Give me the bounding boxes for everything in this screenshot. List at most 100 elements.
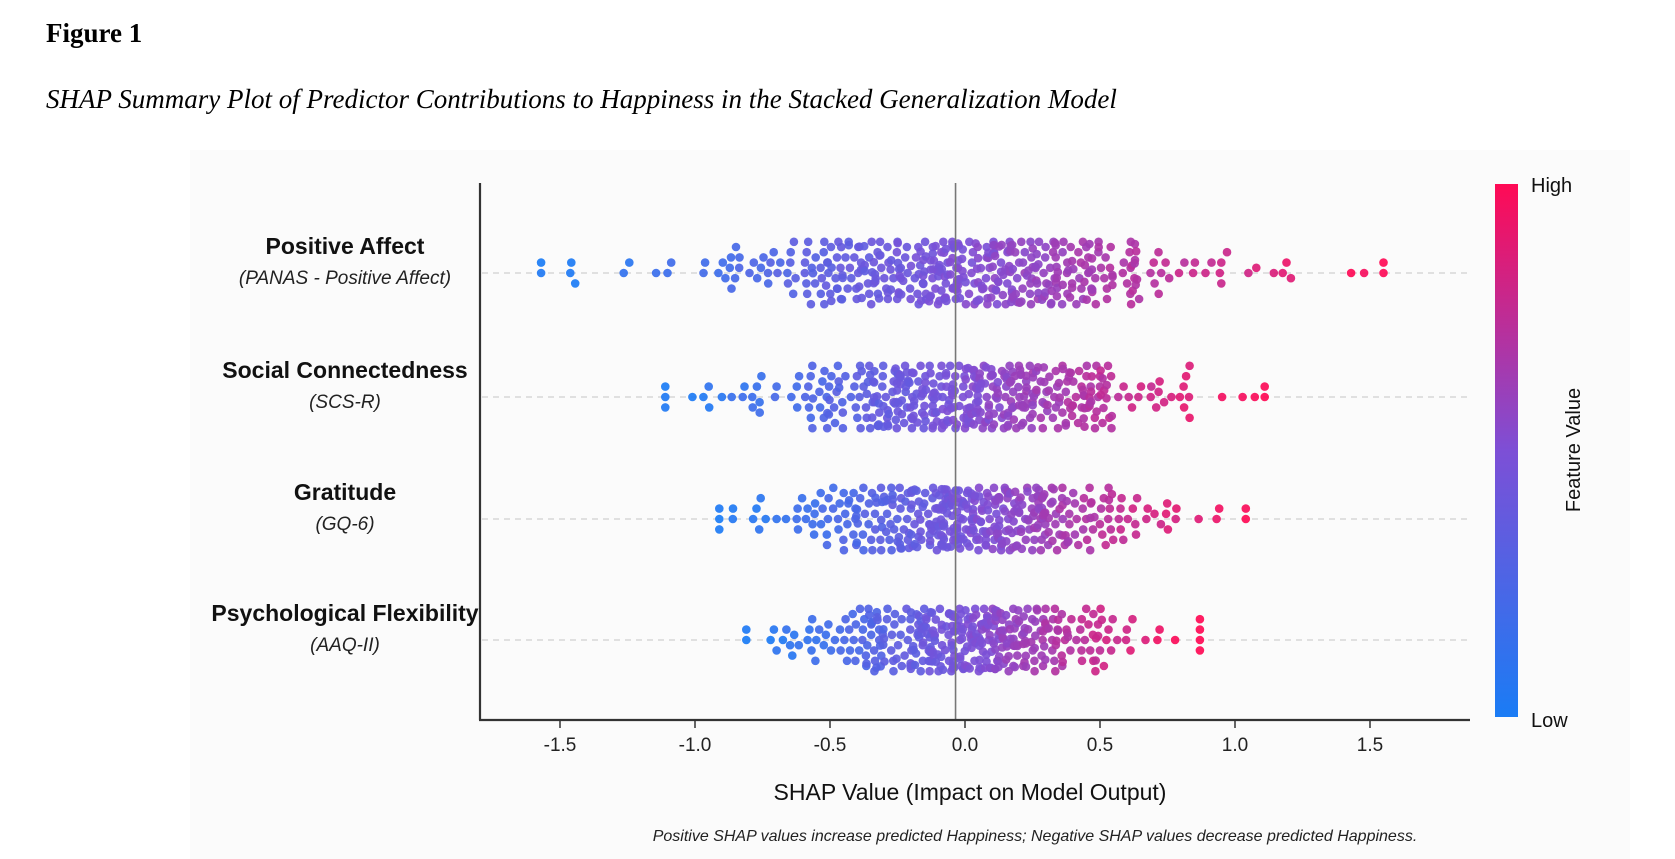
- shap-point: [748, 514, 758, 524]
- shap-point: [838, 273, 847, 283]
- shap-point: [1080, 260, 1090, 270]
- shap-point: [1151, 403, 1161, 412]
- shap-point: [940, 645, 950, 655]
- shap-point: [1085, 646, 1095, 655]
- shap-point: [864, 499, 874, 508]
- shap-point: [1156, 519, 1166, 529]
- shap-point: [803, 635, 812, 645]
- shap-point: [1096, 263, 1106, 273]
- shap-point: [1074, 366, 1084, 376]
- shap-point: [772, 646, 781, 655]
- shap-point: [921, 416, 930, 426]
- shap-point: [1003, 420, 1013, 430]
- shap-point: [991, 645, 1000, 654]
- shap-point: [939, 237, 948, 247]
- shap-point: [961, 277, 970, 287]
- shap-point: [1379, 258, 1388, 267]
- colorbar-low-label: Low: [1531, 710, 1568, 732]
- shap-point: [1124, 392, 1133, 402]
- shap-point: [838, 423, 848, 433]
- shap-point: [995, 515, 1004, 525]
- shap-point: [995, 403, 1004, 412]
- shap-point: [754, 525, 764, 534]
- shap-point: [849, 488, 858, 498]
- shap-point: [957, 634, 967, 643]
- shap-point: [785, 640, 795, 650]
- shap-point: [1091, 273, 1100, 283]
- shap-point: [952, 420, 962, 429]
- shap-point: [979, 604, 989, 614]
- shap-point: [1032, 606, 1042, 615]
- shap-point: [625, 258, 634, 267]
- shap-point: [1030, 643, 1039, 653]
- shap-point: [778, 635, 788, 645]
- shap-point: [965, 664, 974, 673]
- shap-point: [857, 293, 866, 303]
- shap-point: [1179, 403, 1189, 412]
- shap-point: [887, 630, 897, 640]
- shap-point: [725, 263, 735, 273]
- shap-point: [1080, 422, 1089, 432]
- shap-point: [992, 299, 1002, 309]
- shap-point: [911, 253, 921, 262]
- shap-point: [816, 289, 826, 299]
- shap-point: [1095, 519, 1105, 529]
- shap-point: [909, 396, 919, 406]
- shap-point: [1036, 413, 1046, 423]
- shap-point: [891, 415, 901, 425]
- shap-point: [1085, 239, 1094, 249]
- shap-point: [1179, 382, 1188, 391]
- shap-point: [935, 371, 944, 381]
- shap-point: [925, 361, 934, 371]
- shap-point: [836, 263, 845, 273]
- shap-point: [857, 366, 866, 376]
- shap-point: [1008, 264, 1018, 274]
- shap-point: [916, 361, 925, 371]
- shap-point: [1180, 258, 1189, 267]
- shap-point: [974, 483, 984, 493]
- shap-point: [860, 266, 869, 276]
- shap-point: [894, 532, 904, 542]
- shap-point: [848, 609, 857, 619]
- shap-point: [892, 386, 902, 395]
- shap-point: [897, 661, 907, 671]
- shap-point: [989, 409, 999, 419]
- shap-point: [1154, 247, 1163, 257]
- shap-point: [852, 538, 862, 547]
- shap-point: [536, 268, 546, 278]
- shap-point: [794, 371, 804, 381]
- shap-point: [1114, 392, 1123, 402]
- shap-point: [906, 614, 915, 624]
- shap-point: [931, 241, 940, 251]
- figure-caption: SHAP Summary Plot of Predictor Contribut…: [46, 84, 1117, 114]
- shap-point: [920, 237, 930, 247]
- x-tick-label: -1.5: [544, 735, 577, 756]
- shap-point: [907, 423, 917, 433]
- shap-point: [1058, 280, 1067, 290]
- shap-point: [1062, 496, 1071, 506]
- shap-point: [1171, 514, 1180, 524]
- shap-point: [979, 284, 988, 293]
- shap-point: [1088, 525, 1098, 534]
- shap-point: [938, 392, 947, 402]
- shap-point: [756, 263, 766, 273]
- shap-point: [783, 279, 793, 288]
- shap-point: [1098, 374, 1107, 383]
- shap-point: [826, 242, 836, 252]
- shap-point: [1091, 656, 1100, 665]
- shap-point: [794, 640, 804, 650]
- shap-point: [1066, 242, 1075, 252]
- shap-point: [748, 403, 757, 412]
- shap-point: [814, 625, 824, 634]
- shap-point: [882, 509, 892, 519]
- shap-point: [1122, 279, 1132, 288]
- shap-point: [824, 410, 834, 419]
- shap-point: [773, 268, 782, 278]
- shap-point: [897, 544, 906, 553]
- shap-point: [971, 610, 981, 620]
- shap-point: [1131, 530, 1141, 539]
- shap-point: [806, 299, 816, 309]
- shap-point: [1103, 514, 1113, 524]
- shap-point: [1122, 625, 1132, 634]
- shap-point: [852, 511, 861, 521]
